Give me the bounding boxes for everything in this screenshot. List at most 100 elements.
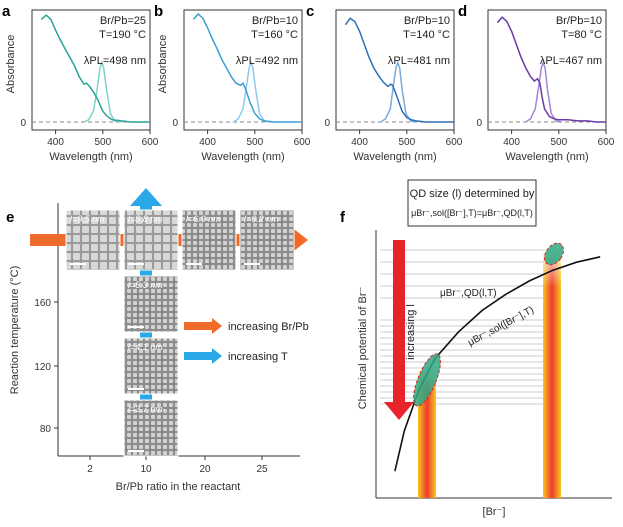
increasing-l-label: increasing l xyxy=(405,304,417,360)
plot-frame xyxy=(335,9,455,131)
panel-f-label: f xyxy=(340,209,346,226)
peak-label: λPL=498 nm xyxy=(84,55,146,67)
tem-tile: l=6.9 nm xyxy=(181,209,237,271)
plot-frame xyxy=(31,9,151,131)
e-ytick: 160 xyxy=(34,298,51,309)
x-tick-label: 500 xyxy=(398,137,415,148)
panel-e-y-ticks: 190 160 120 80 xyxy=(34,236,58,435)
increasing-l-arrowhead xyxy=(384,402,414,420)
increasing-t-arrowhead xyxy=(130,188,162,206)
x-tick-label: 500 xyxy=(246,137,263,148)
pl-curve xyxy=(380,60,417,123)
panel-label: c xyxy=(306,3,314,20)
tem-size-label: l=3.7 nm xyxy=(128,404,163,414)
size-condition-box xyxy=(407,179,537,227)
size-condition-title: QD size (l) determined by xyxy=(410,188,535,200)
x-axis-label: Wavelength (nm) xyxy=(49,151,132,163)
panel-label: d xyxy=(458,3,467,20)
tem-tile: l=9.5 nm xyxy=(65,209,121,271)
condition-label: T=80 °C xyxy=(561,29,602,41)
y-tick-label: 0 xyxy=(172,118,178,129)
absorbance-curve xyxy=(496,16,606,123)
spectrum-panel-c: c 0 400 500 600 Wavelength (nm) Br/Pb=10 T=140 … xyxy=(306,3,463,163)
x-axis-label: Wavelength (nm) xyxy=(201,151,284,163)
panel-label: a xyxy=(2,3,11,20)
x-tick-label: 400 xyxy=(199,137,216,148)
panel-e: e 190 160 120 80 2 10 20 25 Br/Pb ratio … xyxy=(6,188,309,493)
legend-label: increasing Br/Pb xyxy=(228,321,309,333)
energy-levels xyxy=(380,249,554,405)
x-axis-label: Wavelength (nm) xyxy=(353,151,436,163)
panel-label: b xyxy=(154,3,163,20)
e-xtick: 2 xyxy=(87,464,93,475)
plot-frame xyxy=(487,9,607,131)
e-xtick: 25 xyxy=(256,464,268,475)
legend-label: increasing T xyxy=(228,351,288,363)
f-y-axis-label: Chemical potential of Br⁻ xyxy=(357,287,369,410)
e-y-axis-label: Reaction temperature (°C) xyxy=(9,266,21,395)
condition-label: T=140 °C xyxy=(403,29,450,41)
e-ytick: 120 xyxy=(34,362,51,373)
mu-qd-label: μBr⁻,QD(l,T) xyxy=(440,288,497,299)
x-tick-label: 400 xyxy=(351,137,368,148)
mu-sol-label: μBr⁻,sol([Br⁻],T) xyxy=(466,305,536,349)
legend-swatch-br-pb xyxy=(184,322,214,330)
tem-column: l=5.3 nm l=4.1 nm l=3.7 nm xyxy=(123,275,179,457)
tem-tile: l=8.8 nm xyxy=(123,209,179,271)
condition-label: Br/Pb=10 xyxy=(252,15,298,27)
tem-row: l=9.5 nm l=8.8 nm l=6.9 nm l=6.2 nm xyxy=(65,209,295,271)
size-condition-equation: μBr⁻,sol([Br⁻],T)=μBr⁻,QD(l,T) xyxy=(411,208,533,218)
e-x-axis-label: Br/Pb ratio in the reactant xyxy=(116,481,241,493)
y-axis-label: Absorbance xyxy=(157,35,169,94)
y-tick-label: 0 xyxy=(476,118,482,129)
tem-tile: l=4.1 nm xyxy=(123,337,179,395)
peak-label: λPL=481 nm xyxy=(388,55,450,67)
tem-size-label: l=6.9 nm xyxy=(186,214,221,224)
tem-tile: l=5.3 nm xyxy=(123,275,179,333)
e-ytick: 80 xyxy=(40,424,52,435)
condition-label: T=190 °C xyxy=(99,29,146,41)
tem-size-label: l=8.8 nm xyxy=(128,214,163,224)
x-tick-label: 600 xyxy=(294,137,311,148)
condition-label: Br/Pb=10 xyxy=(404,15,450,27)
tem-size-label: l=6.2 nm xyxy=(244,214,279,224)
equilibrium-ellipse-low xyxy=(413,353,441,407)
equilibrium-ellipse-high xyxy=(543,242,565,266)
spectrum-panel-d: d 0 400 500 600 Wavelength (nm) Br/Pb=10 T=80 °… xyxy=(458,3,615,163)
absorbance-curve xyxy=(40,14,150,123)
pl-curve xyxy=(83,60,122,123)
y-axis-label: Absorbance xyxy=(5,35,17,94)
condition-label: Br/Pb=10 xyxy=(556,15,602,27)
e-xtick: 20 xyxy=(199,464,211,475)
x-tick-label: 400 xyxy=(503,137,520,148)
x-axis-label: Wavelength (nm) xyxy=(505,151,588,163)
tem-size-label: l=9.5 nm xyxy=(70,214,105,224)
condition-label: Br/Pb=25 xyxy=(100,15,146,27)
x-tick-label: 500 xyxy=(550,137,567,148)
e-xtick: 10 xyxy=(140,464,152,475)
tem-size-label: l=5.3 nm xyxy=(128,280,163,290)
spectra-panels: a 0 400 500 600 Wavelength (nm) Absorbance Br/P… xyxy=(2,3,615,163)
tem-tile: l=6.2 nm xyxy=(239,209,295,271)
plot-frame xyxy=(183,9,303,131)
peak-label: λPL=467 nm xyxy=(540,55,602,67)
y-tick-label: 0 xyxy=(20,118,26,129)
pl-curve xyxy=(233,60,272,123)
x-tick-label: 600 xyxy=(142,137,159,148)
tem-tile: l=3.7 nm xyxy=(123,399,179,457)
panel-e-legend: increasing Br/Pb increasing T xyxy=(184,318,309,364)
spectrum-panel-b: b 0 400 500 600 Wavelength (nm) Absorbance Br/P… xyxy=(154,3,311,163)
panel-f: f QD size (l) determined by μBr⁻,sol([Br… xyxy=(340,179,612,518)
absorbance-curve xyxy=(344,17,454,123)
x-tick-label: 600 xyxy=(598,137,615,148)
condition-label: T=160 °C xyxy=(251,29,298,41)
spectrum-panel-a: a 0 400 500 600 Wavelength (nm) Absorbance Br/P… xyxy=(2,3,159,163)
x-tick-label: 600 xyxy=(446,137,463,148)
pl-curve xyxy=(525,60,562,123)
increasing-l-arrow-shaft xyxy=(393,240,405,404)
f-x-axis-label: [Br⁻] xyxy=(483,506,506,518)
x-tick-label: 400 xyxy=(47,137,64,148)
chemical-potential-curve xyxy=(394,256,601,472)
legend-swatch-t xyxy=(184,352,214,360)
